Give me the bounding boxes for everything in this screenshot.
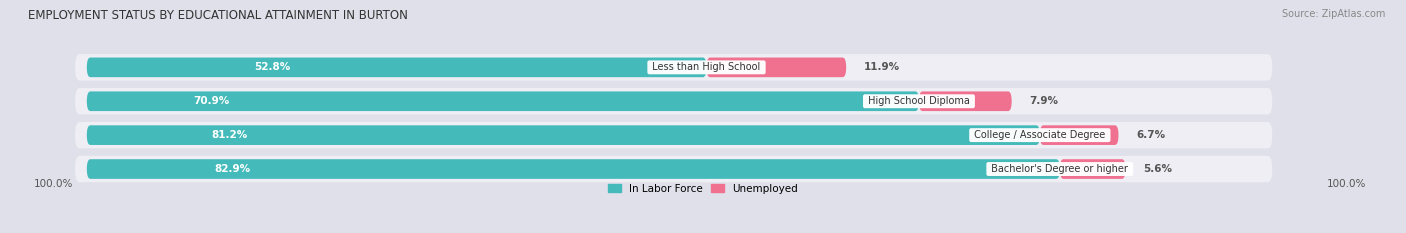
FancyBboxPatch shape [1040, 125, 1119, 145]
FancyBboxPatch shape [87, 159, 1060, 179]
Text: 100.0%: 100.0% [34, 179, 73, 189]
FancyBboxPatch shape [87, 91, 920, 111]
Text: College / Associate Degree: College / Associate Degree [972, 130, 1108, 140]
Text: 70.9%: 70.9% [194, 96, 229, 106]
Text: Source: ZipAtlas.com: Source: ZipAtlas.com [1281, 9, 1385, 19]
Text: High School Diploma: High School Diploma [865, 96, 973, 106]
FancyBboxPatch shape [87, 125, 1040, 145]
Text: 52.8%: 52.8% [254, 62, 291, 72]
FancyBboxPatch shape [75, 54, 1272, 81]
Text: Less than High School: Less than High School [650, 62, 763, 72]
FancyBboxPatch shape [75, 156, 1272, 182]
Text: 5.6%: 5.6% [1143, 164, 1173, 174]
FancyBboxPatch shape [707, 58, 846, 77]
Text: 81.2%: 81.2% [212, 130, 247, 140]
Text: 7.9%: 7.9% [1029, 96, 1059, 106]
Text: 6.7%: 6.7% [1136, 130, 1166, 140]
FancyBboxPatch shape [75, 122, 1272, 148]
Text: 82.9%: 82.9% [215, 164, 250, 174]
FancyBboxPatch shape [920, 91, 1012, 111]
Text: 11.9%: 11.9% [863, 62, 900, 72]
FancyBboxPatch shape [75, 88, 1272, 114]
Text: 100.0%: 100.0% [1327, 179, 1367, 189]
Legend: In Labor Force, Unemployed: In Labor Force, Unemployed [605, 179, 801, 198]
FancyBboxPatch shape [87, 58, 707, 77]
Text: Bachelor's Degree or higher: Bachelor's Degree or higher [988, 164, 1132, 174]
Text: EMPLOYMENT STATUS BY EDUCATIONAL ATTAINMENT IN BURTON: EMPLOYMENT STATUS BY EDUCATIONAL ATTAINM… [28, 9, 408, 22]
FancyBboxPatch shape [1060, 159, 1126, 179]
